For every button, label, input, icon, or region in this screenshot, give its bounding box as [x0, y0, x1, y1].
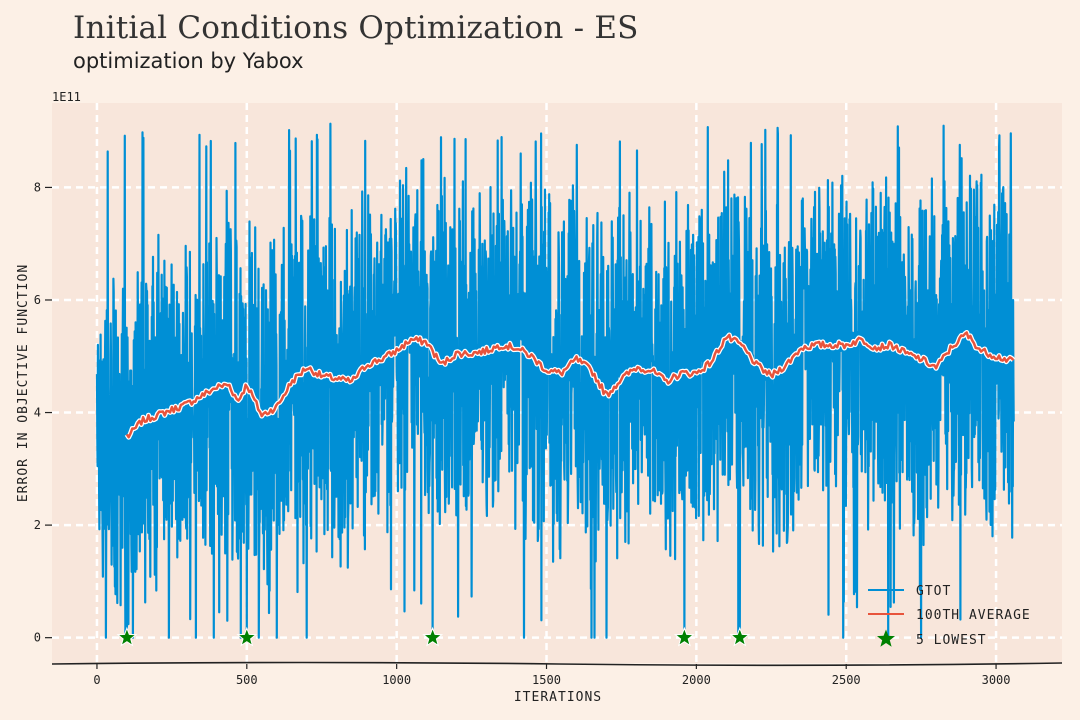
x-tick-label: 0 — [93, 673, 100, 687]
y-tick-label: 4 — [34, 406, 41, 420]
x-tick-label: 3000 — [982, 673, 1011, 687]
y-tick-label: 0 — [34, 631, 41, 645]
axes: 0 500 1000 1500 2000 2500 3000 0 2 4 6 8 — [34, 180, 1063, 687]
legend-label: 100TH AVERAGE — [916, 608, 1031, 623]
legend-swatch-star — [877, 629, 895, 647]
x-tick-label: 1500 — [532, 673, 561, 687]
series-100th-average — [124, 330, 1016, 440]
series-gtot — [95, 122, 1015, 639]
y-tick-label: 6 — [34, 293, 41, 307]
lowest-point-star — [236, 626, 258, 647]
x-tick-label: 500 — [236, 673, 258, 687]
x-tick-label: 2000 — [682, 673, 711, 687]
lowest-point-star — [729, 626, 751, 647]
x-tick-label: 2500 — [832, 673, 861, 687]
legend: GTOT 100TH AVERAGE 5 LOWEST — [868, 584, 1031, 648]
y-exponent-label: 1E11 — [52, 90, 81, 104]
legend-label: 5 LOWEST — [916, 633, 987, 648]
average-line — [125, 331, 1015, 439]
y-axis-label: ERROR IN OBJECTIVE FUNCTION — [16, 264, 31, 502]
chart-subtitle: optimization by Yabox — [73, 49, 304, 73]
chart-title: Initial Conditions Optimization - ES — [73, 10, 639, 46]
x-tick-label: 1000 — [382, 673, 411, 687]
x-axis-label: ITERATIONS — [514, 690, 602, 705]
lowest-point-star — [422, 626, 444, 647]
y-tick-label: 8 — [34, 180, 41, 194]
legend-label: GTOT — [916, 584, 951, 599]
lowest-point-star — [116, 626, 138, 647]
series-5-lowest — [116, 626, 751, 647]
gtot-line — [95, 122, 1015, 639]
lowest-point-star — [673, 626, 695, 647]
y-tick-label: 2 — [34, 518, 41, 532]
x-axis-line — [51, 661, 1063, 667]
